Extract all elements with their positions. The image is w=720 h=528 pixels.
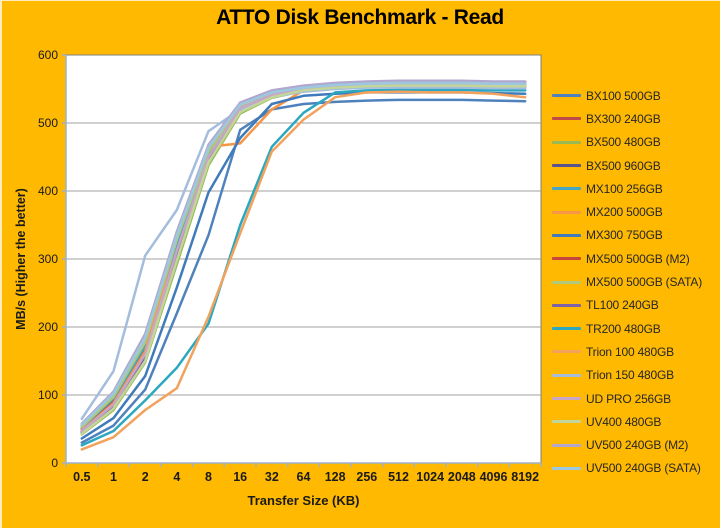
legend-label-15: UV500 240GB (M2): [586, 438, 689, 453]
legend-swatch-9: [552, 303, 581, 307]
legend-swatch-16: [552, 466, 581, 470]
legend-swatch-11: [552, 350, 581, 354]
legend-item-1: BX300 240GB: [552, 107, 718, 130]
legend-swatch-5: [552, 210, 581, 214]
legend-item-7: MX500 500GB (M2): [552, 247, 718, 270]
y-tick-label-200: 200: [38, 320, 58, 334]
x-tick-label-4096: 4096: [480, 470, 508, 484]
legend-label-12: Trion 150 480GB: [586, 368, 674, 383]
x-tick-label-256: 256: [356, 470, 377, 484]
legend-swatch-3: [552, 164, 581, 168]
series-line-14: [80, 84, 527, 436]
series-line-13: [80, 82, 527, 433]
x-tick-label-32: 32: [265, 470, 279, 484]
x-tick-label-2: 2: [142, 470, 149, 484]
legend-item-14: UV400 480GB: [552, 410, 718, 433]
legend-item-16: UV500 240GB (SATA): [552, 457, 718, 480]
legend-label-6: MX300 750GB: [586, 228, 663, 243]
legend-item-0: BX100 500GB: [552, 84, 718, 107]
x-tick-label-8: 8: [205, 470, 212, 484]
legend-label-13: UD PRO 256GB: [586, 391, 671, 406]
y-tick-label-0: 0: [51, 456, 58, 470]
legend-swatch-8: [552, 280, 581, 284]
x-tick-label-512: 512: [388, 470, 409, 484]
legend-item-9: TL100 240GB: [552, 294, 718, 317]
legend-item-15: UV500 240GB (M2): [552, 433, 718, 456]
x-tick-label-16: 16: [233, 470, 247, 484]
legend-label-11: Trion 100 480GB: [586, 344, 674, 359]
legend-item-11: Trion 100 480GB: [552, 340, 718, 363]
series-line-16: [80, 81, 527, 427]
legend-swatch-4: [552, 187, 581, 191]
legend-swatch-12: [552, 373, 581, 377]
legend-label-0: BX100 500GB: [586, 88, 661, 103]
legend-item-12: Trion 150 480GB: [552, 364, 718, 387]
legend-swatch-14: [552, 420, 581, 424]
y-axis-title: MB/s (Higher the better): [14, 188, 28, 330]
legend-swatch-10: [552, 327, 581, 331]
legend-item-2: BX500 480GB: [552, 131, 718, 154]
y-tick-label-600: 600: [38, 48, 58, 62]
legend-swatch-13: [552, 397, 581, 400]
legend-label-10: TR200 480GB: [586, 321, 661, 336]
legend-item-3: BX500 960GB: [552, 154, 718, 177]
legend-label-16: UV500 240GB (SATA): [586, 461, 701, 476]
legend-item-10: TR200 480GB: [552, 317, 718, 340]
x-axis-title: Transfer Size (KB): [248, 493, 360, 508]
y-tick-label-100: 100: [38, 388, 58, 402]
y-tick-label-400: 400: [38, 184, 58, 198]
x-tick-label-0.5: 0.5: [73, 470, 90, 484]
legend-swatch-7: [552, 257, 581, 261]
series-line-12: [80, 86, 527, 421]
legend-item-4: MX100 256GB: [552, 177, 718, 200]
legend-item-6: MX300 750GB: [552, 224, 718, 247]
y-tick-label-300: 300: [38, 252, 58, 266]
x-tick-label-1: 1: [110, 470, 117, 484]
legend-label-14: UV400 480GB: [586, 414, 662, 429]
x-tick-label-1024: 1024: [416, 470, 444, 484]
legend-swatch-6: [552, 233, 581, 237]
legend-swatch-1: [552, 117, 581, 121]
series-line-11: [80, 90, 527, 451]
legend-label-7: MX500 500GB (M2): [586, 251, 690, 266]
x-tick-label-8192: 8192: [511, 470, 539, 484]
x-tick-label-4: 4: [173, 470, 180, 484]
legend-swatch-0: [552, 94, 581, 98]
series-line-10: [80, 88, 527, 447]
legend-label-4: MX100 256GB: [586, 181, 663, 196]
legend-label-5: MX200 500GB: [586, 205, 663, 220]
x-tick-label-128: 128: [325, 470, 346, 484]
series-line-0: [80, 98, 527, 444]
chart-title: ATTO Disk Benchmark - Read: [216, 6, 504, 29]
legend: BX100 500GB BX300 240GB BX500 480GB BX500 9…: [552, 84, 718, 480]
legend-swatch-2: [552, 140, 581, 144]
legend-item-8: MX500 500GB (SATA): [552, 270, 718, 293]
legend-item-13: UD PRO 256GB: [552, 387, 718, 410]
legend-swatch-15: [552, 443, 581, 447]
legend-item-5: MX200 500GB: [552, 200, 718, 223]
y-tick-label-500: 500: [38, 116, 58, 130]
legend-label-9: TL100 240GB: [586, 298, 659, 313]
legend-label-3: BX500 960GB: [586, 158, 661, 173]
legend-label-1: BX300 240GB: [586, 111, 661, 126]
x-tick-label-64: 64: [297, 470, 311, 484]
legend-label-8: MX500 500GB (SATA): [586, 275, 703, 290]
legend-label-2: BX500 480GB: [586, 135, 661, 150]
x-tick-label-2048: 2048: [448, 470, 476, 484]
